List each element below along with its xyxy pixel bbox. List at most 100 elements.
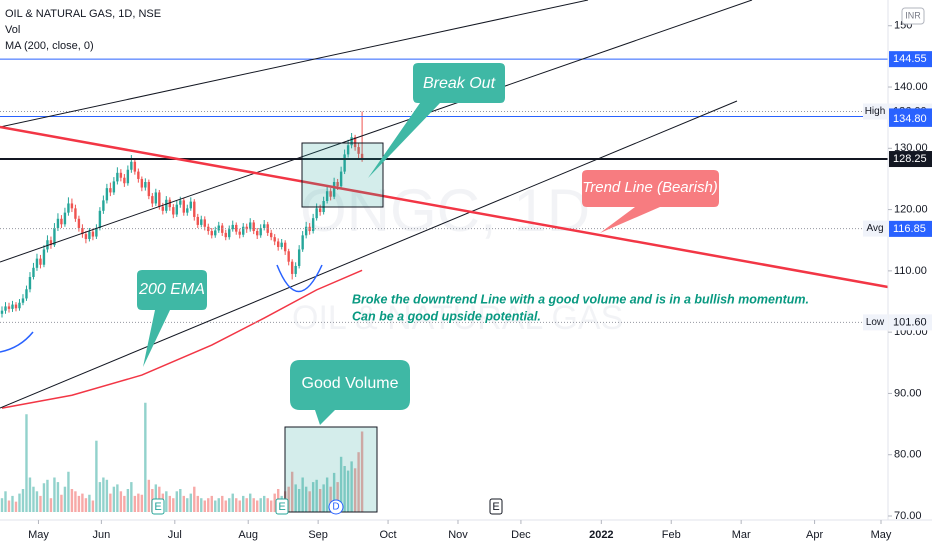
volume-bar [123, 495, 126, 512]
candle-body [0, 310, 4, 314]
callout [582, 170, 719, 233]
candle-body [186, 208, 189, 213]
candle-body [182, 200, 185, 213]
channel-line [0, 0, 589, 128]
callout-text: Trend Line (Bearish) [582, 179, 718, 196]
volume-bar [325, 477, 329, 512]
candle-body [256, 231, 259, 236]
candle-body [84, 234, 88, 240]
volume-bar [336, 482, 339, 512]
volume-bar [179, 489, 182, 512]
candle-body [315, 208, 318, 219]
price-label-bg [889, 110, 932, 127]
candle-body [46, 240, 49, 250]
candle-body [91, 231, 95, 237]
candle-body [273, 237, 276, 242]
volume-bar [304, 486, 308, 512]
x-tick-label: 2022 [589, 529, 613, 541]
volume-bar [4, 491, 7, 512]
volume-bar [91, 500, 95, 512]
candle-body [276, 241, 280, 247]
volume-bar [311, 482, 315, 512]
price-label-bg [889, 220, 932, 237]
candle-body [360, 153, 364, 160]
candle-body [269, 232, 273, 238]
volume-bar [126, 489, 130, 512]
candle-body [357, 147, 360, 154]
volume-bar [242, 495, 245, 512]
callout-text: Good Volume [302, 375, 399, 392]
volume-bar [144, 402, 147, 512]
candle-body [161, 206, 165, 211]
candle-body [165, 199, 168, 211]
volume-bar [14, 501, 18, 512]
volume-box [284, 426, 378, 513]
volume-bar [350, 461, 353, 512]
volume-bar [245, 498, 248, 512]
y-tick-label: 80.00 [894, 449, 922, 461]
volume-bar [53, 477, 56, 512]
volume-bar [77, 495, 81, 512]
candle-body [130, 161, 133, 170]
candle-body [325, 191, 329, 202]
cup-arc [276, 264, 323, 293]
stat-tag-bg [863, 314, 888, 331]
candle-body [294, 265, 297, 274]
price-axis [888, 0, 932, 550]
ma-line [1, 269, 363, 409]
price-label: 134.80 [893, 113, 927, 125]
watermark: OIL & NATURAL GAS [292, 299, 623, 337]
event-marker [489, 498, 503, 515]
candle-body [214, 230, 217, 236]
candle-body [70, 203, 74, 209]
candle-body [77, 218, 81, 228]
volume-bar [259, 498, 262, 512]
candle-body [235, 224, 238, 232]
candle-body [88, 231, 91, 240]
candle-body [217, 225, 220, 231]
stat-tag: Low [866, 317, 885, 328]
volume-bar [0, 498, 4, 512]
x-tick-label: Mar [732, 529, 751, 541]
candle-body [242, 226, 245, 235]
volume-bar [214, 500, 217, 512]
candle-body [228, 229, 231, 238]
candle-body [21, 298, 25, 303]
x-tick-label: May [871, 529, 892, 541]
volume-bar [95, 440, 98, 512]
candle-body [112, 181, 116, 193]
candle-body [168, 199, 172, 208]
volume-bar [353, 468, 357, 512]
volume-bar [165, 491, 168, 512]
x-tick-label: Aug [238, 529, 258, 541]
price-label: 128.25 [893, 153, 927, 165]
candle-body [39, 258, 42, 265]
candle-body [179, 200, 182, 205]
candle-body [35, 258, 39, 268]
candle-body [133, 161, 137, 172]
volume-bar [343, 466, 346, 512]
volume-bar [287, 486, 290, 512]
volume-bar [266, 498, 269, 512]
candle-body [60, 218, 63, 225]
candle-body [259, 227, 262, 236]
candle-body [283, 242, 287, 252]
candle-body [336, 182, 339, 187]
chart-title: OIL & NATURAL GAS, 1D, NSE [5, 8, 161, 20]
y-tick-label: 90.00 [894, 387, 922, 399]
volume-bar [140, 494, 144, 512]
candle-body [140, 178, 144, 188]
x-tick-label: Feb [662, 529, 681, 541]
event-marker [275, 498, 289, 515]
volume-bar [196, 495, 199, 512]
volume-bar [154, 484, 158, 512]
volume-bar [81, 493, 84, 512]
volume-bar [32, 486, 35, 512]
candle-body [346, 145, 350, 155]
candle-body [203, 219, 206, 227]
cup-arc [0, 331, 34, 353]
volume-bar [263, 495, 266, 512]
plot-area [0, 58, 888, 512]
volume-bar [269, 500, 273, 512]
candle-body [11, 304, 14, 309]
